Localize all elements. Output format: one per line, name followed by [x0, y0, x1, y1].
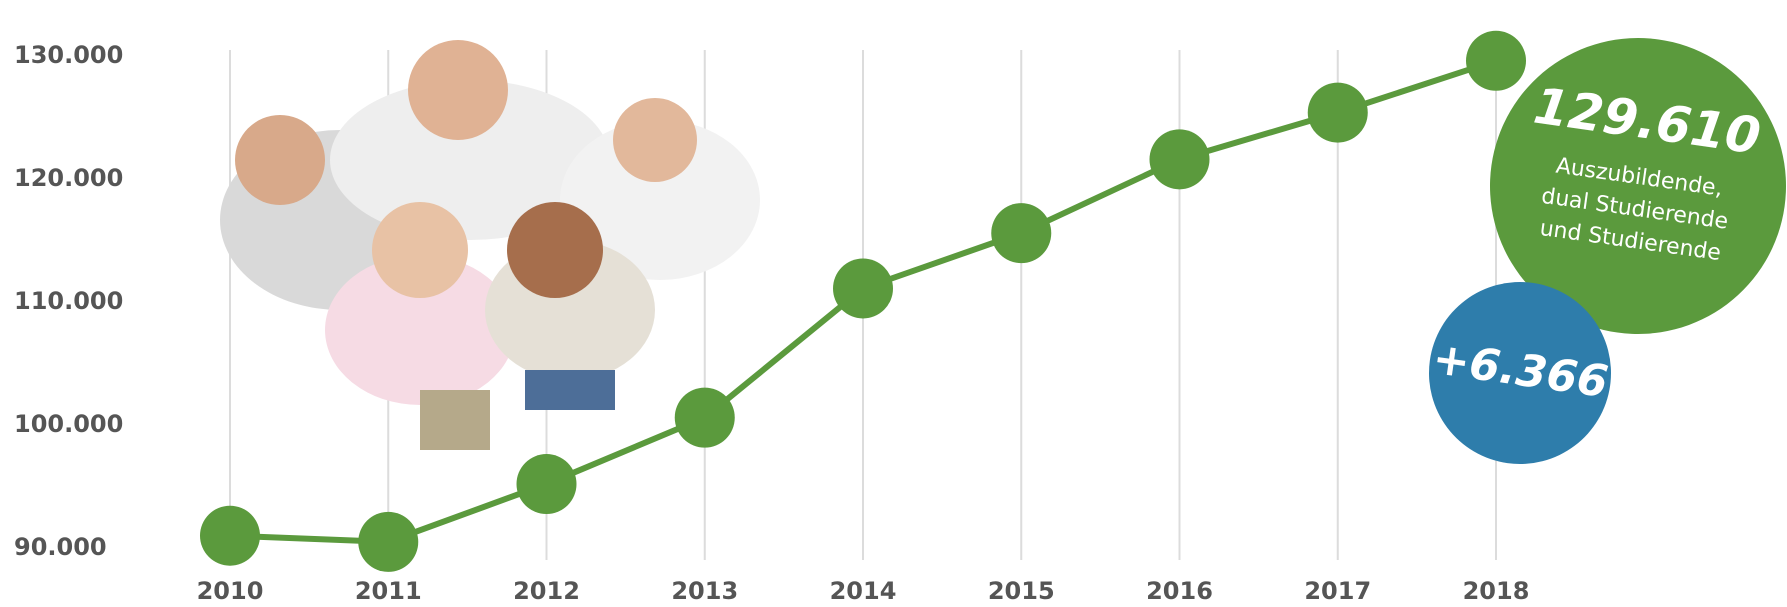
marker: [833, 258, 893, 319]
change-badge: +6.366: [1429, 282, 1611, 464]
x-tick-label: 2014: [830, 577, 897, 605]
badge-circle: [1429, 282, 1611, 464]
x-tick-label: 2012: [513, 577, 580, 605]
x-tick-label: 2018: [1463, 577, 1530, 605]
y-tick-label: 100.000: [14, 410, 123, 438]
x-tick-label: 2013: [671, 577, 738, 605]
marker: [358, 511, 419, 572]
marker: [516, 454, 577, 515]
marker: [674, 387, 735, 448]
plot: [200, 30, 1526, 572]
marker: [1307, 82, 1368, 143]
marker: [200, 505, 260, 566]
y-tick-label: 130.000: [14, 41, 123, 69]
x-tick-label: 2010: [197, 577, 264, 605]
x-tick-label: 2015: [988, 577, 1055, 605]
x-tick-label: 2016: [1146, 577, 1213, 605]
marker: [1149, 129, 1210, 190]
y-tick-label: 90.000: [14, 533, 107, 561]
x-tick-label: 2017: [1304, 577, 1371, 605]
marker: [991, 203, 1052, 264]
x-tick-label: 2011: [355, 577, 422, 605]
marker: [1466, 30, 1526, 91]
badge-circle: [1490, 37, 1786, 334]
y-tick-label: 120.000: [14, 164, 123, 192]
y-tick-label: 110.000: [14, 287, 123, 315]
photo: [220, 40, 760, 450]
